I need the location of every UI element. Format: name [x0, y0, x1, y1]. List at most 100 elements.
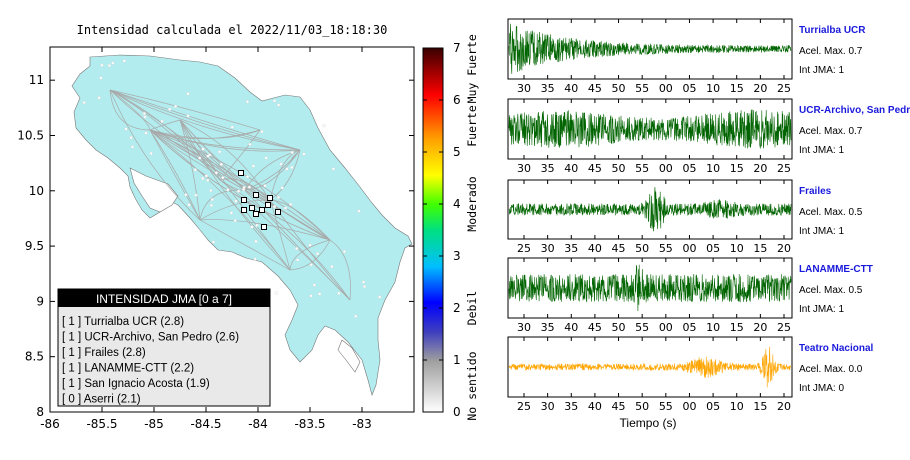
colorbar-category-label: No sentido: [465, 351, 479, 420]
city-dot: [357, 209, 361, 213]
trace-tick-label: 45: [612, 400, 626, 413]
city-dot: [234, 199, 238, 203]
city-dot: [122, 59, 126, 63]
trace-tick-label: 45: [588, 82, 602, 95]
trace-int-jma: Int JMA: 1: [799, 145, 844, 156]
road: [109, 89, 151, 131]
trace-tick-label: 45: [612, 242, 626, 255]
legend-item: [ 1 ] Frailes (2.8): [62, 347, 146, 359]
station-marker: [249, 205, 255, 211]
road: [179, 119, 291, 271]
trace-tick-label: 20: [777, 400, 791, 413]
trace-tick-label: 30: [517, 321, 531, 334]
road: [179, 119, 246, 191]
map-x-tick-label: -85: [144, 417, 164, 431]
city-dot: [100, 63, 104, 67]
trace-tick-label: 30: [517, 162, 531, 175]
legend-title: INTENSIDAD JMA [0 a 7]: [96, 292, 232, 306]
trace-tick-label: 55: [659, 400, 673, 413]
city-dot: [241, 187, 246, 192]
costa-rica-landmass: [71, 54, 413, 396]
road: [149, 129, 201, 221]
city-dot: [218, 150, 222, 154]
road: [269, 149, 301, 201]
road: [329, 239, 351, 301]
colorbar-tick-label: 4: [453, 197, 461, 211]
city-dot: [254, 239, 258, 243]
station-marker: [241, 197, 247, 203]
road: [149, 129, 201, 221]
station-markers: [238, 170, 281, 230]
road: [289, 239, 331, 271]
road: [199, 219, 291, 271]
map-y-tick-label: 9: [36, 294, 44, 308]
trace-int-jma: Int JMA: 0: [799, 383, 844, 394]
trace-accel-max: Acel. Max. 0.0: [799, 364, 863, 375]
city-dot: [280, 186, 284, 190]
city-dot: [245, 175, 250, 179]
colorbar-category-label: Debil: [465, 291, 479, 326]
city-dot: [295, 247, 299, 251]
city-dot: [211, 240, 215, 244]
trace-tick-label: 50: [612, 82, 626, 95]
trace-panel: 30 35 40 45 50 55 00 05 10 15 20 25 UCR-Archivo, San…: [507, 98, 910, 175]
trace-int-jma: Int JMA: 1: [799, 226, 844, 237]
city-dot: [362, 284, 367, 289]
city-dot: [233, 218, 237, 223]
map-x-axis: -86 -85.5 -85 -84.5 -84 -83.5 -83: [40, 47, 372, 431]
city-dot: [245, 100, 249, 104]
trace-accel-max: Acel. Max. 0.5: [799, 207, 863, 218]
trace-tick-label: 10: [706, 82, 720, 95]
waveform: [508, 346, 792, 388]
road: [109, 89, 301, 151]
city-dot: [230, 125, 234, 129]
waveform: [508, 264, 792, 312]
trace-tick-label: 25: [777, 82, 791, 95]
city-dot: [130, 145, 135, 149]
trace-int-jma: Int JMA: 1: [799, 65, 844, 76]
city-dot: [290, 150, 294, 155]
city-dot: [173, 104, 178, 109]
road: [109, 89, 261, 131]
city-dot: [111, 61, 115, 65]
city-dot: [263, 184, 267, 188]
colorbar-category-label: Fuerte: [465, 105, 479, 147]
legend-item: [ 0 ] Aserri (2.1): [62, 394, 141, 406]
trace-station-name: UCR-Archivo, San Pedro: [799, 105, 910, 116]
city-dot: [229, 211, 233, 215]
city-dot: [209, 203, 214, 207]
map-x-tick-label: -86: [40, 417, 60, 431]
trace-tick-label: 20: [753, 82, 767, 95]
trace-tick-label: 50: [612, 162, 626, 175]
map-x-tick-label: -85.5: [86, 417, 117, 431]
city-dot: [226, 188, 230, 192]
trace-tick-label: 10: [706, 162, 720, 175]
city-dot: [296, 258, 300, 262]
trace-tick-label: 10: [706, 321, 720, 334]
legend-box: [57, 288, 271, 407]
gulf-of-nicoya: [129, 167, 179, 213]
station-marker: [261, 224, 267, 230]
trace-tick-label: 35: [541, 321, 555, 334]
colorbar-gradient: [422, 47, 444, 413]
city-dot: [250, 225, 254, 229]
colorbar-tick-label: 1: [453, 353, 461, 367]
colorbar-tick-label: 2: [453, 301, 461, 315]
map-x-tick-label: -84: [248, 417, 268, 431]
city-dot: [82, 100, 86, 105]
road: [109, 89, 301, 151]
station-marker: [265, 202, 271, 208]
trace-tick-label: 15: [730, 82, 744, 95]
trace-tick-label: 30: [541, 242, 555, 255]
city-dot: [204, 174, 208, 178]
legend-item: [ 1 ] LANAMME-CTT (2.2): [62, 363, 194, 375]
trace-int-jma: Int JMA: 1: [799, 304, 844, 315]
trace-tick-label: 40: [564, 321, 578, 334]
trace-station-name: LANAMME-CTT: [799, 264, 873, 275]
trace-tick-label: 00: [682, 242, 696, 255]
city-dot: [312, 283, 316, 287]
trace-station-name: Teatro Nacional: [799, 343, 873, 354]
city-dot: [160, 119, 164, 123]
trace-accel-max: Acel. Max. 0.5: [799, 285, 863, 296]
